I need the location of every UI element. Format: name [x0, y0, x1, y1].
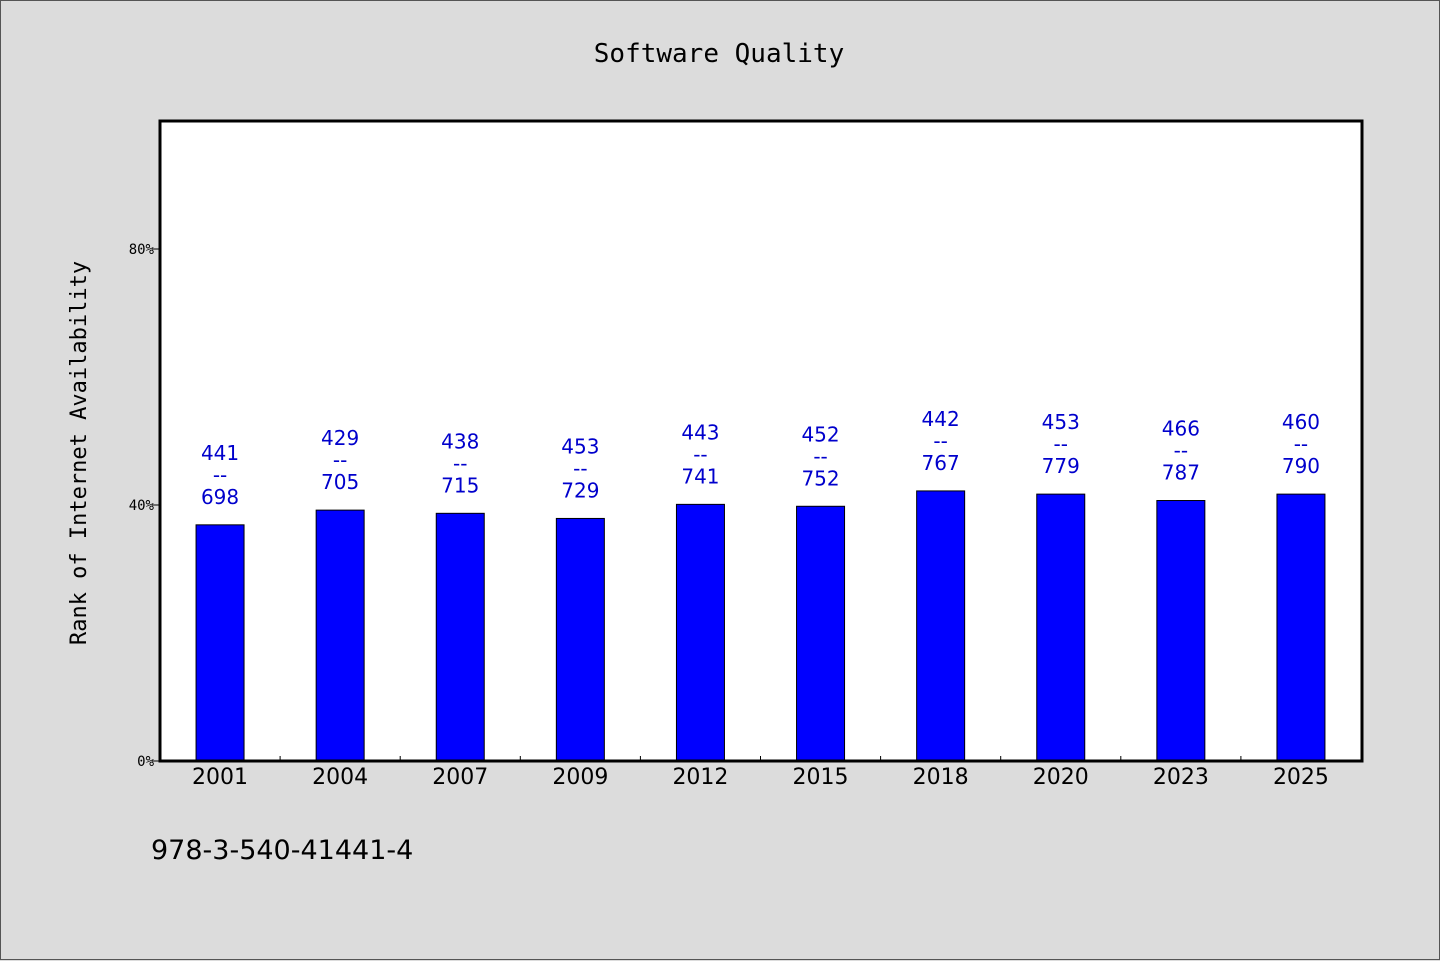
- y-tick-label: 40%: [129, 498, 155, 514]
- x-tick-label: 2004: [312, 765, 368, 790]
- data-label-separator: --: [693, 442, 707, 466]
- bar-2004: [315, 509, 365, 762]
- x-tick-label: 2020: [1033, 765, 1089, 790]
- x-tick-label: 2012: [672, 765, 728, 790]
- data-label-bottom: 705: [321, 470, 359, 494]
- footer-isbn: 978-3-540-41441-4: [151, 835, 414, 866]
- bar-2015: [796, 505, 846, 762]
- data-label-separator: --: [333, 448, 347, 472]
- data-label-top: 466: [1162, 417, 1200, 441]
- y-tick-label: 0%: [137, 754, 154, 770]
- data-label-top: 452: [801, 422, 839, 446]
- data-label-separator: --: [1294, 432, 1308, 456]
- bar-2009: [555, 517, 605, 762]
- plot-border: [158, 119, 1364, 763]
- data-label-top: 429: [321, 426, 359, 450]
- data-label-separator: --: [213, 463, 227, 487]
- data-label-top: 442: [922, 407, 960, 431]
- x-tick-label: 2007: [432, 765, 488, 790]
- data-label-top: 453: [1042, 410, 1080, 434]
- data-label-bottom: 715: [441, 473, 479, 497]
- data-label-top: 460: [1282, 410, 1320, 434]
- bar-2025: [1276, 493, 1326, 762]
- data-label-bottom: 729: [561, 478, 599, 502]
- data-labels: 441--698429--705438--715453--729443--741…: [201, 407, 1320, 509]
- data-label-bottom: 790: [1282, 454, 1320, 478]
- data-label-separator: --: [813, 444, 827, 468]
- data-label-bottom: 752: [801, 466, 839, 490]
- data-label-separator: --: [933, 429, 947, 453]
- y-tick-label: 80%: [129, 242, 155, 258]
- y-axis-ticks: 0% 40% 80%: [129, 242, 160, 770]
- data-label-bottom: 741: [681, 464, 719, 488]
- data-label-top: 441: [201, 441, 239, 465]
- x-axis-ticks: 2001 2004 2007 2009 2012 2015 2018 2020 2023 2025: [192, 756, 1329, 790]
- x-tick-label: 2023: [1153, 765, 1209, 790]
- x-tick-label: 2018: [913, 765, 969, 790]
- bar-2001: [195, 524, 245, 762]
- bar-2018: [916, 490, 966, 762]
- data-label-separator: --: [573, 456, 587, 480]
- bar-2020: [1036, 493, 1086, 762]
- bar-2007: [435, 512, 485, 762]
- data-label-separator: --: [1174, 439, 1188, 463]
- data-label-separator: --: [453, 451, 467, 475]
- data-label-bottom: 698: [201, 485, 239, 509]
- x-tick-label: 2015: [793, 765, 849, 790]
- y-axis-label: Rank of Internet Availability: [67, 261, 92, 645]
- data-label-bottom: 779: [1042, 454, 1080, 478]
- data-label-top: 443: [681, 420, 719, 444]
- x-tick-label: 2001: [192, 765, 248, 790]
- chart-title: Software Quality: [594, 39, 844, 69]
- data-label-bottom: 787: [1162, 461, 1200, 485]
- x-tick-label: 2025: [1273, 765, 1329, 790]
- data-label-bottom: 767: [922, 451, 960, 475]
- data-label-separator: --: [1054, 432, 1068, 456]
- bar-2023: [1156, 500, 1206, 762]
- data-label-top: 438: [441, 429, 479, 453]
- data-label-top: 453: [561, 434, 599, 458]
- bar-2012: [675, 503, 725, 762]
- bars: [195, 490, 1326, 762]
- x-tick-label: 2009: [552, 765, 608, 790]
